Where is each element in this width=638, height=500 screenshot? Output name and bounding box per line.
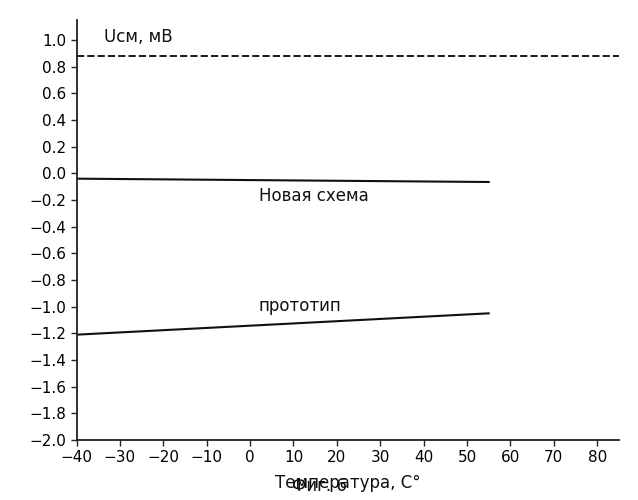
Text: Новая схема: Новая схема xyxy=(259,188,369,206)
Text: Uсм, мВ: Uсм, мВ xyxy=(103,28,172,46)
Text: прототип: прототип xyxy=(259,296,341,314)
X-axis label: Температура, С°: Температура, С° xyxy=(275,474,420,492)
Text: Фиг. 6: Фиг. 6 xyxy=(292,477,346,495)
